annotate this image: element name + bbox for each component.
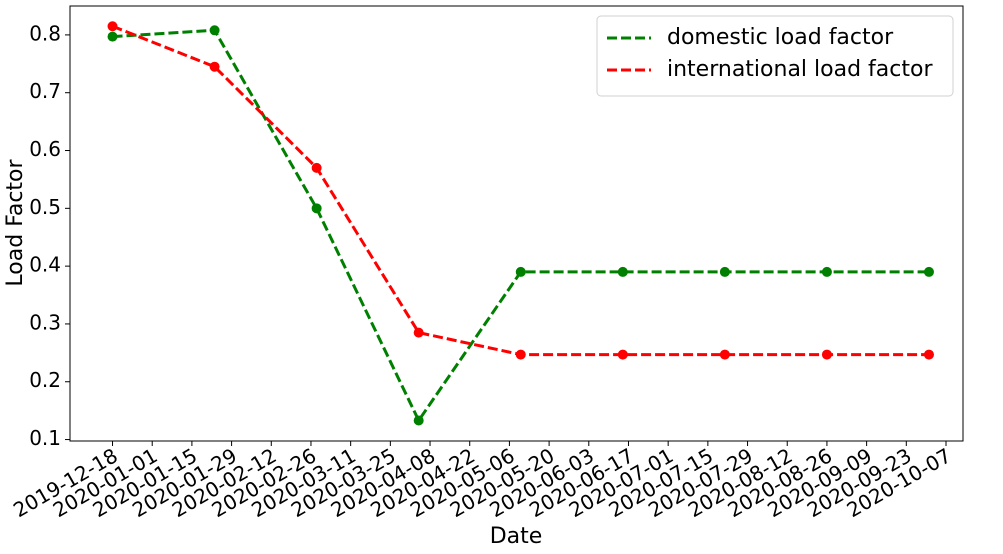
y-tick-label: 0.2 (29, 368, 61, 392)
plot-frame (69, 5, 964, 442)
marker (515, 349, 526, 360)
marker (107, 31, 118, 42)
y-tick-label: 0.5 (29, 195, 61, 219)
y-tick-label: 0.4 (29, 253, 61, 277)
y-tick-label: 0.3 (29, 310, 61, 334)
marker (719, 349, 730, 360)
y-tick-label: 0.7 (29, 79, 61, 103)
legend-label: domestic load factor (667, 25, 894, 50)
y-axis-label: Load Factor (3, 158, 28, 286)
marker (107, 21, 118, 32)
x-axis-label: Date (490, 524, 543, 549)
marker (209, 61, 220, 72)
marker (209, 25, 220, 36)
marker (821, 266, 832, 277)
marker (923, 349, 934, 360)
marker (515, 266, 526, 277)
y-tick-label: 0.8 (29, 21, 61, 45)
legend-box (596, 15, 954, 97)
marker (923, 266, 934, 277)
marker (413, 327, 424, 338)
marker (311, 162, 322, 173)
marker (413, 415, 424, 426)
marker (311, 203, 322, 214)
marker (719, 266, 730, 277)
y-tick-label: 0.1 (29, 426, 61, 450)
marker (821, 349, 832, 360)
legend-label: international load factor (667, 57, 933, 82)
marker (617, 349, 628, 360)
marker (617, 266, 628, 277)
y-tick-label: 0.6 (29, 137, 61, 161)
